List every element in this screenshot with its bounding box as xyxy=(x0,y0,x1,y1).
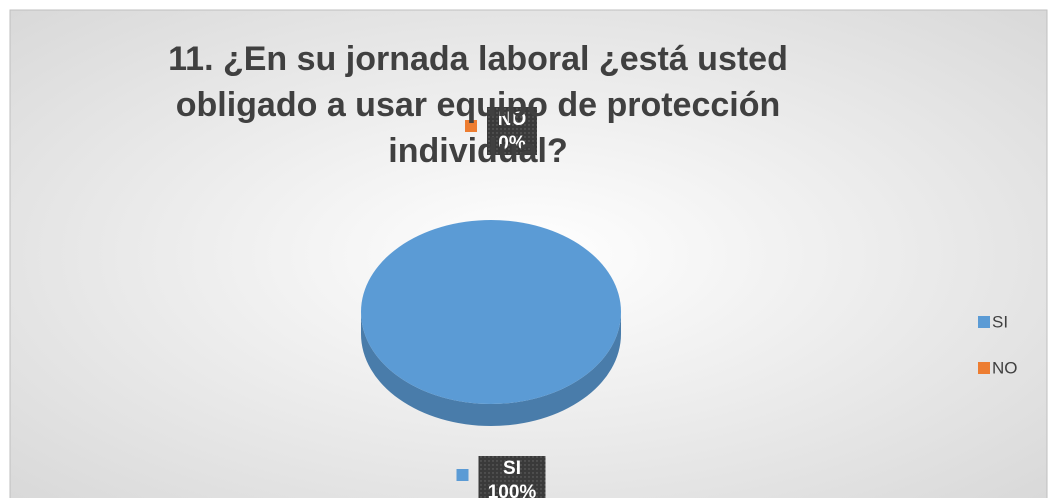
data-label: SI 100% xyxy=(456,456,546,498)
data-label-key xyxy=(456,469,469,481)
data-label-box xyxy=(478,456,546,498)
data-label-value: 100% xyxy=(488,482,537,498)
chart-title: 11. ¿En su jornada laboral ¿está usted o… xyxy=(168,40,788,170)
data-label-category: NO xyxy=(498,109,527,130)
data-label-value: 0% xyxy=(498,133,526,154)
legend-key xyxy=(978,316,990,328)
data-label-key xyxy=(465,120,477,132)
pie-slice-side xyxy=(361,312,621,426)
data-label-category: SI xyxy=(503,458,521,479)
data-label: NO 0% xyxy=(465,107,537,155)
legend-label: NO xyxy=(992,358,1018,377)
data-label-box xyxy=(487,107,537,155)
pie-slice xyxy=(361,220,621,404)
legend-label: SI xyxy=(992,312,1008,331)
legend-key xyxy=(978,362,990,374)
